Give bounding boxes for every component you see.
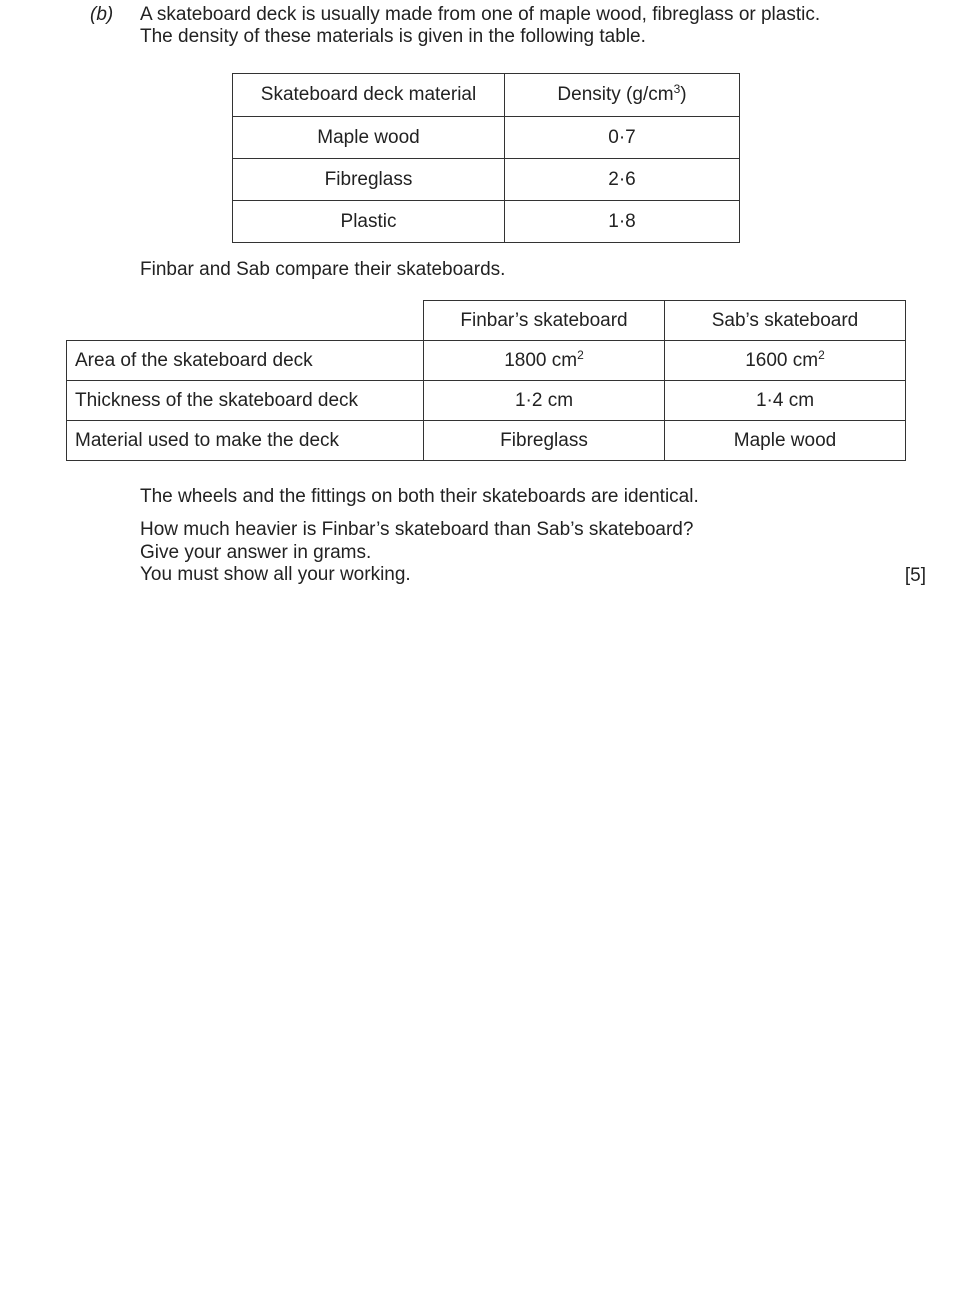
sab-thickness: 1·4 cm bbox=[664, 380, 906, 421]
row-label: Area of the skateboard deck bbox=[66, 340, 424, 381]
sab-area-sup: 2 bbox=[818, 347, 825, 362]
table-row: Area of the skateboard deck 1800 cm2 160… bbox=[66, 340, 906, 381]
finbar-thickness: 1·2 cm bbox=[423, 380, 665, 421]
table-row: Thickness of the skateboard deck 1·2 cm … bbox=[66, 380, 906, 421]
prompt-line-2: Give your answer in grams. bbox=[140, 542, 372, 563]
header-density-text: Density (g/cm bbox=[557, 84, 674, 105]
table-header-row: Skateboard deck material Density (g/cm3) bbox=[232, 73, 740, 117]
table-header-row: Finbar’s skateboard Sab’s skateboard bbox=[66, 300, 906, 341]
intro-line-1: A skateboard deck is usually made from o… bbox=[140, 4, 821, 25]
finbar-area-value: 1800 cm bbox=[504, 349, 578, 371]
wheels-text: The wheels and the fittings on both thei… bbox=[140, 486, 699, 507]
density-cell: 0·7 bbox=[504, 116, 740, 159]
prompt-line-1: How much heavier is Finbar’s skateboard … bbox=[140, 519, 694, 540]
header-finbar: Finbar’s skateboard bbox=[423, 300, 665, 341]
compare-table: Finbar’s skateboard Sab’s skateboard Are… bbox=[66, 300, 906, 461]
material-cell: Maple wood bbox=[232, 116, 505, 159]
table-row: Plastic 1·8 bbox=[232, 200, 740, 243]
header-density-close: ) bbox=[680, 84, 687, 105]
finbar-area-sup: 2 bbox=[577, 347, 584, 362]
row-label: Thickness of the skateboard deck bbox=[66, 380, 424, 421]
sab-area-value: 1600 cm bbox=[745, 349, 819, 371]
intro-line-2: The density of these materials is given … bbox=[140, 26, 646, 47]
marks-label: [5] bbox=[904, 565, 926, 586]
part-label: (b) bbox=[90, 4, 114, 25]
compare-text: Finbar and Sab compare their skateboards… bbox=[140, 259, 506, 280]
density-cell: 1·8 bbox=[504, 200, 740, 243]
density-table: Skateboard deck material Density (g/cm3)… bbox=[232, 73, 740, 243]
header-sab: Sab’s skateboard bbox=[664, 300, 906, 341]
header-density: Density (g/cm3) bbox=[504, 73, 740, 117]
material-cell: Plastic bbox=[232, 200, 505, 243]
sab-material: Maple wood bbox=[664, 420, 906, 461]
sab-area: 1600 cm2 bbox=[664, 340, 906, 381]
row-label: Material used to make the deck bbox=[66, 420, 424, 461]
density-cell: 2·6 bbox=[504, 158, 740, 201]
header-material: Skateboard deck material bbox=[232, 73, 505, 117]
empty-header-cell bbox=[66, 300, 424, 341]
table-row: Maple wood 0·7 bbox=[232, 116, 740, 159]
finbar-material: Fibreglass bbox=[423, 420, 665, 461]
finbar-area: 1800 cm2 bbox=[423, 340, 665, 381]
table-row: Fibreglass 2·6 bbox=[232, 158, 740, 201]
material-cell: Fibreglass bbox=[232, 158, 505, 201]
header-density-sup: 3 bbox=[673, 82, 681, 96]
table-row: Material used to make the deck Fibreglas… bbox=[66, 420, 906, 461]
prompt-line-3: You must show all your working. bbox=[140, 564, 411, 585]
